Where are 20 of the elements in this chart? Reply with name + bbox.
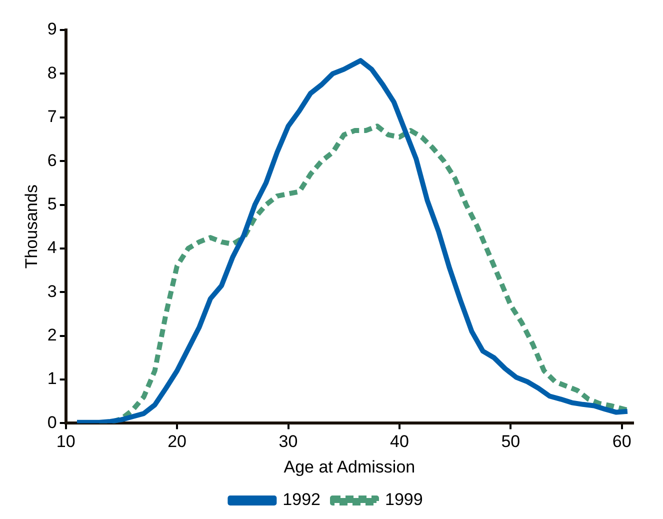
x-tick-label: 30 [278, 432, 298, 452]
x-tick-label: 60 [612, 432, 632, 452]
x-tick-label: 40 [390, 432, 409, 452]
x-tick-label: 50 [501, 432, 520, 452]
y-tick-label: 8 [47, 63, 57, 82]
legend-label: 1999 [385, 490, 423, 510]
y-tick-label: 7 [47, 107, 57, 126]
x-tick-label: 10 [56, 432, 76, 452]
y-tick-label: 6 [47, 150, 57, 170]
y-tick-label: 5 [47, 194, 57, 214]
legend-label: 1992 [282, 490, 321, 510]
y-tick-label: 2 [47, 326, 57, 345]
y-tick-label: 1 [47, 369, 57, 388]
y-tick-label: 9 [47, 20, 57, 39]
y-axis-title: Thousands [22, 184, 41, 269]
x-axis-title: Age at Admission [284, 457, 416, 476]
y-tick-label: 0 [47, 412, 57, 432]
y-tick-label: 4 [47, 238, 57, 258]
x-tick-label: 20 [168, 432, 187, 452]
y-tick-label: 3 [47, 282, 57, 301]
